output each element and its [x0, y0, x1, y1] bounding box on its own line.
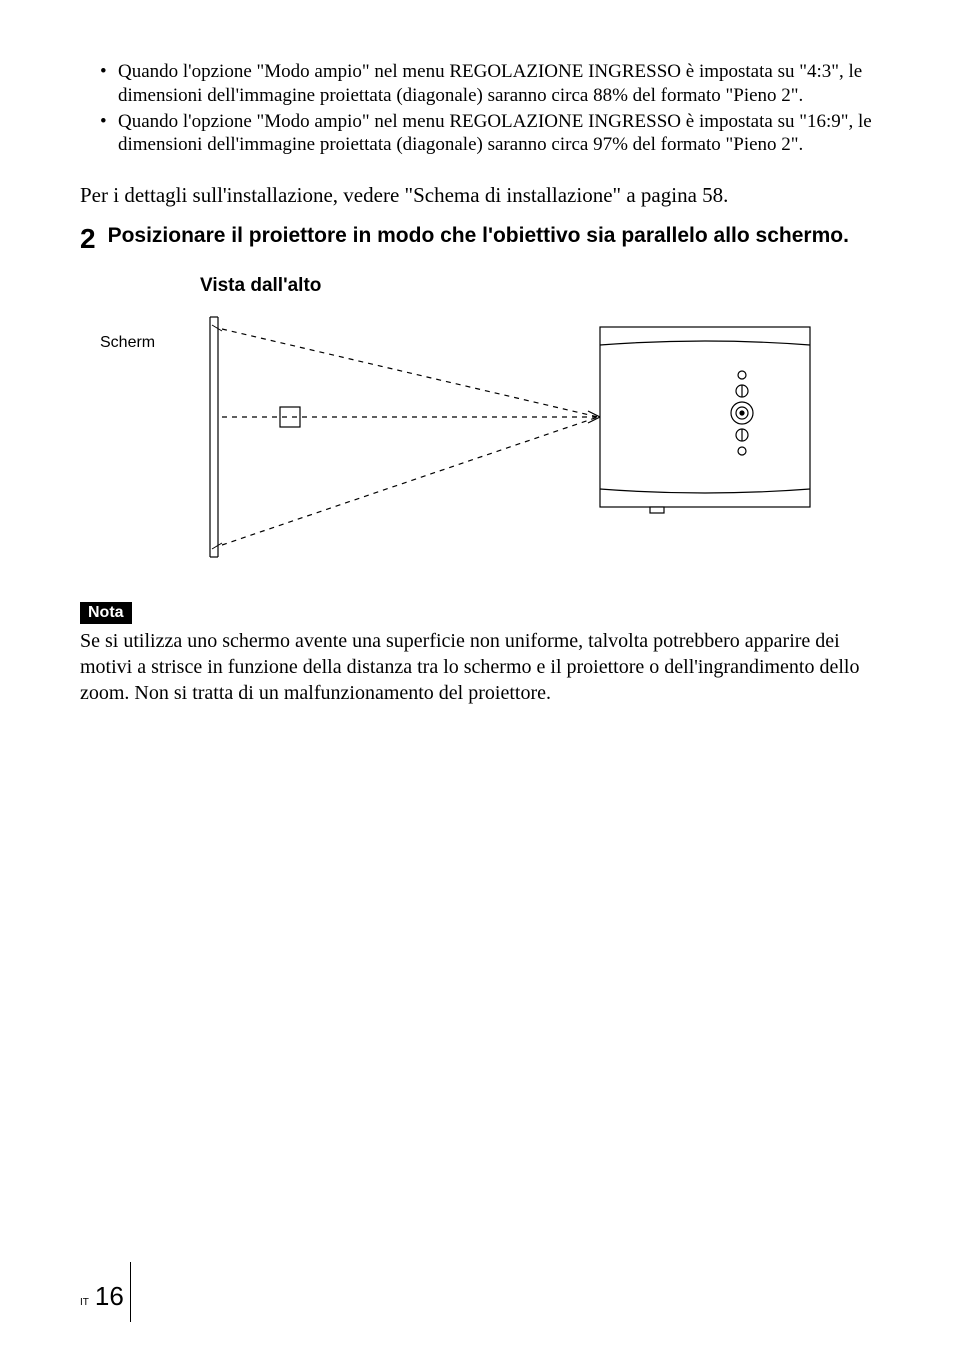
projection-cone — [222, 329, 600, 545]
bullet-text: Quando l'opzione "Modo ampio" nel menu R… — [118, 111, 872, 156]
projector-shape — [600, 327, 810, 513]
note-badge: Nota — [80, 602, 132, 624]
diagram-svg: Scherm — [100, 307, 840, 567]
screen-shape — [210, 317, 222, 557]
figure-title: Vista dall'alto — [200, 275, 874, 297]
bullet-item: Quando l'opzione "Modo ampio" nel menu R… — [100, 60, 874, 108]
step-block: 2 Posizionare il proiettore in modo che … — [80, 223, 874, 253]
step-heading: Posizionare il proiettore in modo che l'… — [108, 223, 849, 249]
intro-paragraph: Per i dettagli sull'installazione, veder… — [80, 181, 874, 209]
footer-page-number: 16 — [95, 1281, 124, 1312]
screen-label: Scherm — [100, 334, 155, 351]
bullet-text: Quando l'opzione "Modo ampio" nel menu R… — [118, 61, 862, 106]
footer-divider — [130, 1262, 131, 1322]
step-number: 2 — [80, 223, 96, 253]
bullet-item: Quando l'opzione "Modo ampio" nel menu R… — [100, 110, 874, 158]
footer-lang: IT — [80, 1297, 89, 1308]
bullet-list: Quando l'opzione "Modo ampio" nel menu R… — [100, 60, 874, 157]
page-footer: IT 16 — [80, 1281, 124, 1312]
note-paragraph: Se si utilizza uno schermo avente una su… — [80, 628, 874, 706]
page: Quando l'opzione "Modo ampio" nel menu R… — [0, 0, 954, 1352]
top-view-diagram: Scherm — [100, 307, 874, 572]
